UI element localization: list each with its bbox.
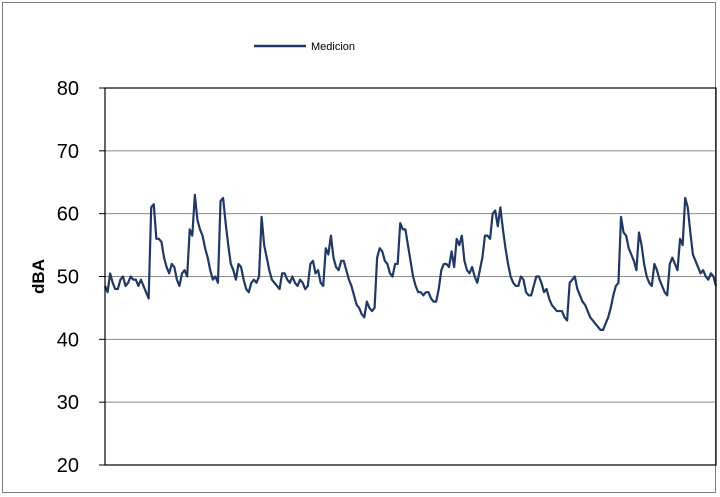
- y-tick-label-40: 40: [57, 329, 79, 351]
- chart-area: [2, 2, 716, 493]
- plot-area-border: [104, 87, 717, 466]
- gridlines: [105, 150, 716, 403]
- y-tick-label-20: 20: [57, 455, 79, 477]
- y-tick-label-50: 50: [57, 267, 79, 289]
- series-line-medicion: [103, 193, 718, 332]
- y-tick-label-30: 30: [57, 392, 79, 414]
- y-tick-label-70: 70: [57, 141, 79, 163]
- legend: Medicion: [254, 41, 355, 53]
- y-tick-label-60: 60: [57, 204, 79, 226]
- y-axis-ticks: 80 70 60 50 40 30 20: [57, 78, 105, 477]
- legend-label-medicion: Medicion: [311, 41, 355, 53]
- y-axis-title: dBA: [29, 259, 48, 294]
- series-layer: [103, 193, 718, 332]
- y-tick-label-80: 80: [57, 78, 79, 100]
